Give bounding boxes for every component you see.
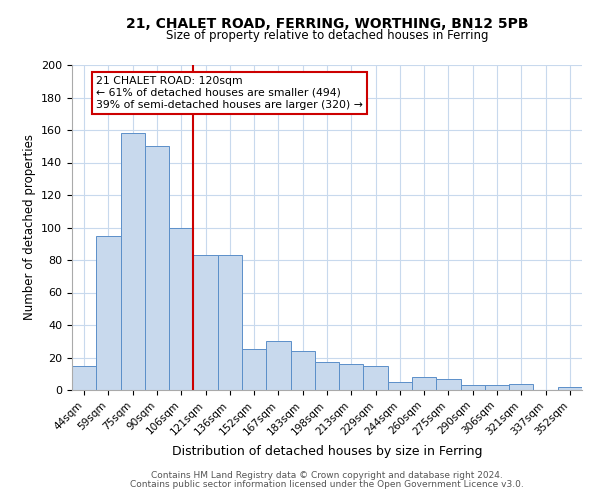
Bar — [242, 350, 266, 390]
Bar — [266, 341, 290, 390]
Bar — [364, 366, 388, 390]
Text: Contains public sector information licensed under the Open Government Licence v3: Contains public sector information licen… — [130, 480, 524, 489]
Text: 21, CHALET ROAD, FERRING, WORTHING, BN12 5PB: 21, CHALET ROAD, FERRING, WORTHING, BN12… — [126, 18, 528, 32]
Y-axis label: Number of detached properties: Number of detached properties — [23, 134, 35, 320]
Bar — [290, 351, 315, 390]
Text: Contains HM Land Registry data © Crown copyright and database right 2024.: Contains HM Land Registry data © Crown c… — [151, 471, 503, 480]
Bar — [558, 387, 582, 390]
Bar — [461, 385, 485, 390]
Bar — [315, 362, 339, 390]
Text: 21 CHALET ROAD: 120sqm
← 61% of detached houses are smaller (494)
39% of semi-de: 21 CHALET ROAD: 120sqm ← 61% of detached… — [96, 76, 363, 110]
Bar — [436, 378, 461, 390]
Bar — [218, 255, 242, 390]
Bar — [509, 384, 533, 390]
Bar — [96, 236, 121, 390]
Bar — [72, 366, 96, 390]
Bar — [193, 255, 218, 390]
Bar — [388, 382, 412, 390]
Bar — [169, 228, 193, 390]
Text: Size of property relative to detached houses in Ferring: Size of property relative to detached ho… — [166, 29, 488, 42]
Bar — [145, 146, 169, 390]
Bar — [121, 133, 145, 390]
X-axis label: Distribution of detached houses by size in Ferring: Distribution of detached houses by size … — [172, 445, 482, 458]
Bar — [339, 364, 364, 390]
Bar — [412, 377, 436, 390]
Bar — [485, 385, 509, 390]
